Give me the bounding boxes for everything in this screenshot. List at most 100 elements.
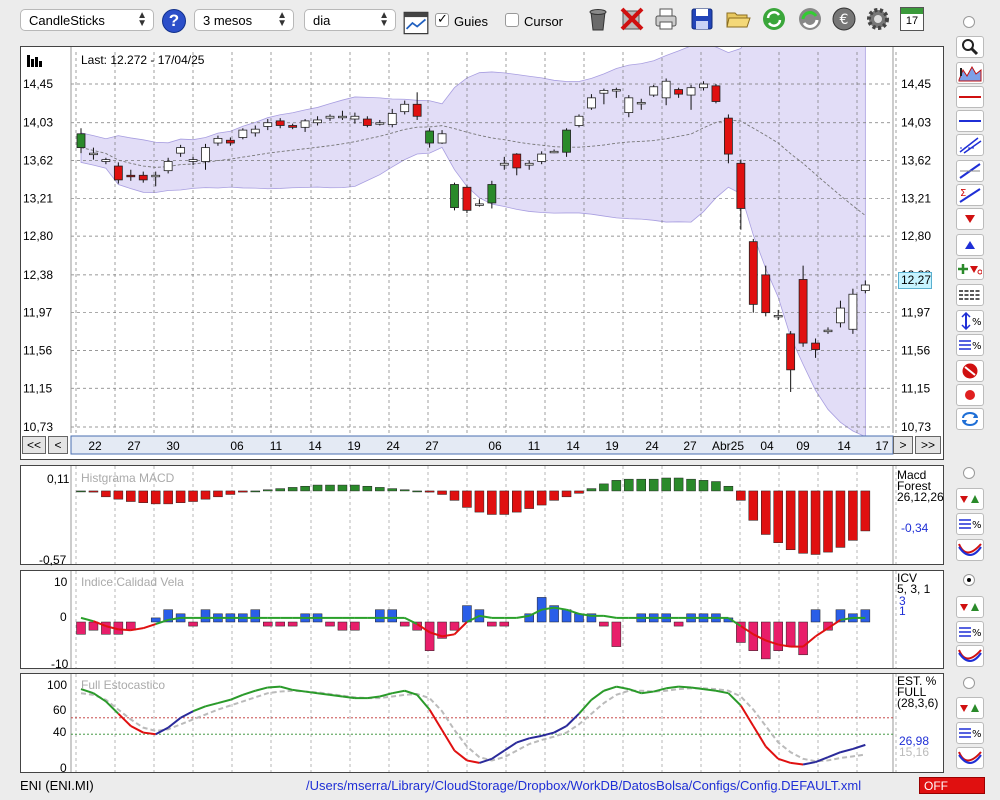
stoch-k-line bbox=[230, 693, 244, 701]
svg-text:%: % bbox=[972, 317, 982, 328]
open-folder-icon[interactable] bbox=[725, 6, 751, 32]
scale-percent-button[interactable]: % bbox=[956, 310, 984, 332]
macd-levels-button[interactable]: % bbox=[956, 513, 984, 535]
update-icon[interactable] bbox=[797, 6, 823, 32]
lines-percent-button[interactable]: % bbox=[956, 334, 984, 356]
calendar-icon[interactable]: 17 bbox=[900, 7, 924, 31]
config-path-link[interactable]: /Users/mserra/Library/CloudStorage/Dropb… bbox=[306, 778, 862, 793]
stoch-k-line bbox=[777, 757, 791, 764]
macd-bar bbox=[512, 490, 522, 513]
euro-icon[interactable]: € bbox=[831, 6, 857, 32]
stoch-d-line bbox=[80, 687, 866, 763]
save-icon[interactable] bbox=[689, 6, 715, 32]
stoch-levels-button[interactable]: % bbox=[956, 722, 984, 744]
price-chart-panel[interactable]: 14,45 14,45 14,03 14,03 13,62 13,62 13,21 13,21… bbox=[20, 46, 944, 460]
stop-button[interactable] bbox=[956, 360, 984, 382]
stoch-panel[interactable]: Full Estocastico 100 60 40 0 EST. % FULL… bbox=[20, 673, 944, 774]
macd-bar bbox=[300, 485, 310, 492]
icv-signal-line bbox=[429, 631, 443, 638]
arrow-up-button[interactable] bbox=[956, 234, 984, 256]
guides-checkbox[interactable] bbox=[435, 11, 449, 27]
candle-body bbox=[313, 119, 322, 124]
macd-curve-button[interactable] bbox=[956, 539, 984, 561]
stoch-k-line bbox=[292, 688, 306, 693]
candle-body bbox=[699, 83, 708, 89]
macd-bar bbox=[213, 490, 223, 498]
x-tick-label: 11 bbox=[528, 439, 541, 453]
sigma-trend-button[interactable]: Σ bbox=[956, 184, 984, 206]
macd-bar bbox=[163, 490, 173, 505]
refresh-icon[interactable] bbox=[761, 6, 787, 32]
channel-button[interactable] bbox=[956, 134, 984, 156]
add-signal-button[interactable] bbox=[956, 258, 984, 280]
nav-prev-button[interactable]: < bbox=[48, 436, 68, 454]
macd-bar bbox=[810, 490, 821, 555]
levels-button[interactable] bbox=[956, 284, 984, 306]
icv-signal-line bbox=[130, 627, 144, 632]
candle-body bbox=[201, 147, 210, 162]
icv-bar bbox=[375, 609, 385, 623]
icv-curve-button[interactable] bbox=[956, 645, 984, 667]
price-chart-svg: 14,45 14,45 14,03 14,03 13,62 13,62 13,21 13,21… bbox=[23, 47, 931, 455]
delete-icon[interactable] bbox=[619, 6, 645, 32]
nav-last-button[interactable]: >> bbox=[915, 436, 941, 454]
icv-levels-button[interactable]: % bbox=[956, 621, 984, 643]
icv-signal-line bbox=[118, 628, 131, 632]
macd-bar bbox=[424, 490, 435, 493]
icv-panel[interactable]: Indice Calidad Vela 10 0 -10 ICV 5, 3, 1… bbox=[20, 570, 944, 670]
macd-signals-button[interactable] bbox=[956, 488, 984, 510]
trendline-button[interactable] bbox=[956, 160, 984, 182]
stoch-curve-button[interactable] bbox=[956, 747, 984, 769]
zoom-button[interactable] bbox=[956, 36, 984, 58]
chart-style-button[interactable] bbox=[956, 62, 984, 84]
stoch-k-line bbox=[790, 761, 804, 766]
macd-bar bbox=[437, 490, 447, 495]
swap-button[interactable] bbox=[956, 408, 984, 430]
horizontal-line-red-icon bbox=[959, 96, 981, 98]
macd-panel-radio[interactable] bbox=[963, 467, 975, 479]
grid-window-icon[interactable] bbox=[403, 10, 429, 36]
arrow-down-button[interactable] bbox=[956, 208, 984, 230]
stoch-k-line bbox=[428, 709, 443, 731]
stoch-params: (28,3,6) bbox=[897, 696, 939, 710]
period-select[interactable]: 3 mesos ▲ ▼ bbox=[194, 9, 294, 31]
nav-first-button[interactable]: << bbox=[22, 436, 46, 454]
settings-icon[interactable] bbox=[865, 6, 891, 32]
macd-bar bbox=[561, 490, 572, 498]
macd-chart-svg bbox=[70, 466, 897, 564]
help-icon[interactable]: ? bbox=[162, 9, 186, 33]
candle-body bbox=[474, 203, 484, 206]
horizontal-line-blue-button[interactable] bbox=[956, 110, 984, 132]
icv-signals-button[interactable] bbox=[956, 596, 984, 618]
interval-select[interactable]: dia ▲ ▼ bbox=[304, 9, 396, 31]
y-tick-label-right: 12,80 bbox=[901, 229, 931, 243]
print-icon[interactable] bbox=[653, 6, 679, 32]
icv-signal-line bbox=[603, 614, 617, 619]
main-panel-radio[interactable] bbox=[963, 16, 975, 28]
arrows-percent-icon: % bbox=[961, 312, 982, 330]
stoch-signals-button[interactable] bbox=[956, 697, 984, 719]
icv-signal-line bbox=[80, 616, 94, 623]
cursor-checkbox[interactable] bbox=[505, 13, 519, 27]
stoch-panel-radio[interactable] bbox=[963, 677, 975, 689]
icv-panel-radio[interactable] bbox=[963, 574, 975, 586]
candle-body bbox=[724, 117, 733, 155]
chart-type-select[interactable]: CandleSticks ▲ ▼ bbox=[20, 9, 154, 31]
candle-body bbox=[624, 97, 634, 113]
horizontal-line-red-button[interactable] bbox=[956, 86, 984, 108]
icv-signal-line bbox=[453, 621, 468, 636]
record-button[interactable] bbox=[956, 384, 984, 406]
macd-bar bbox=[126, 490, 136, 502]
macd-panel[interactable]: Histgrama MACD 0,11 -0,57 Macd Forest 26… bbox=[20, 465, 944, 566]
stoch-k-line bbox=[279, 685, 293, 691]
candle-body bbox=[126, 174, 136, 178]
off-toggle[interactable]: OFF bbox=[919, 777, 985, 794]
icv-signal-line bbox=[752, 633, 767, 642]
nav-next-button[interactable]: > bbox=[893, 436, 913, 454]
macd-bar bbox=[487, 490, 497, 515]
stoch-k-line bbox=[416, 694, 431, 711]
candle-body bbox=[611, 89, 621, 92]
icv-bar bbox=[150, 617, 161, 623]
macd-bar bbox=[686, 478, 696, 492]
trash-icon[interactable] bbox=[585, 6, 611, 32]
